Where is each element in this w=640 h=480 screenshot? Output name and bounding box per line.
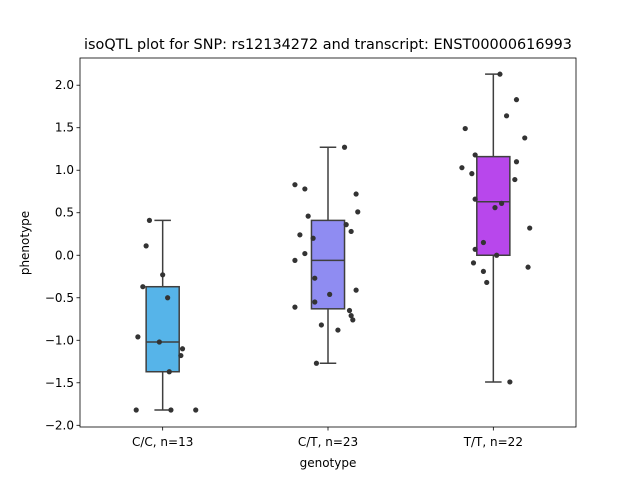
data-point (512, 176, 518, 183)
data-point (353, 287, 359, 293)
data-point (350, 317, 356, 323)
data-point (494, 252, 500, 258)
data-point (346, 307, 353, 314)
y-tick-label: −1.5 (45, 376, 74, 390)
x-axis-label: genotype (300, 456, 357, 470)
y-tick-label: 0.5 (55, 206, 74, 220)
y-axis: −2.0 −1.5 −1.0 −0.5 0.0 0.5 1.0 1.5 2.0 (45, 78, 80, 432)
data-point (343, 222, 349, 228)
data-point (327, 291, 333, 297)
x-axis: C/C, n=13 C/T, n=23 T/T, n=22 (132, 427, 523, 449)
data-point (503, 113, 510, 119)
data-point (160, 272, 166, 278)
data-point (341, 144, 348, 150)
data-point (355, 209, 361, 215)
y-axis-label: phenotype (18, 211, 32, 275)
data-point (133, 407, 139, 413)
data-point (335, 327, 341, 333)
data-point (312, 275, 318, 281)
data-point (146, 217, 153, 223)
data-point (178, 352, 184, 359)
data-point (484, 279, 490, 286)
y-tick-label: −0.5 (45, 291, 74, 305)
data-point (302, 250, 308, 257)
data-point (318, 322, 324, 328)
data-point (156, 339, 162, 345)
y-tick-label: 1.0 (55, 163, 74, 177)
y-tick-label: 0.0 (55, 248, 74, 262)
data-point (353, 191, 359, 197)
y-tick-label: −2.0 (45, 418, 74, 432)
data-point (492, 205, 498, 211)
chart-title: isoQTL plot for SNP: rs12134272 and tran… (84, 37, 572, 53)
data-point (312, 299, 318, 305)
data-point (193, 407, 199, 413)
data-point (513, 97, 520, 103)
data-point (472, 246, 478, 252)
y-tick-label: −1.0 (45, 333, 74, 347)
data-point (472, 196, 478, 202)
data-point (292, 182, 298, 188)
x-tick-label: C/T, n=23 (298, 435, 358, 449)
data-point (525, 264, 531, 270)
data-point (497, 71, 503, 77)
x-tick-label: T/T, n=22 (463, 435, 523, 449)
data-point (297, 232, 303, 238)
data-point (348, 313, 354, 319)
data-point (507, 379, 513, 385)
x-tick-label: C/C, n=13 (132, 435, 193, 449)
box-iqr (145, 285, 180, 373)
data-point (513, 159, 520, 165)
data-point (470, 260, 477, 266)
data-point (135, 334, 141, 340)
data-point (310, 235, 316, 241)
y-tick-label: 2.0 (55, 78, 74, 92)
data-point (165, 295, 171, 301)
data-point (472, 152, 478, 158)
data-point (166, 369, 172, 375)
y-tick-label: 1.5 (55, 121, 74, 135)
data-point (348, 228, 354, 235)
data-point (302, 186, 308, 192)
data-point (292, 304, 298, 310)
points-layer (133, 71, 533, 413)
data-point (522, 135, 528, 141)
data-point (313, 360, 320, 366)
data-point (168, 407, 174, 413)
data-point (179, 346, 186, 352)
data-point (462, 125, 468, 132)
data-point (480, 268, 487, 275)
data-point (305, 213, 311, 219)
data-point (469, 171, 475, 177)
data-point (292, 257, 298, 263)
data-point (459, 165, 465, 171)
data-point (527, 225, 533, 231)
data-point (499, 200, 505, 206)
data-point (140, 284, 146, 290)
data-point (143, 243, 149, 249)
data-point (480, 239, 487, 246)
